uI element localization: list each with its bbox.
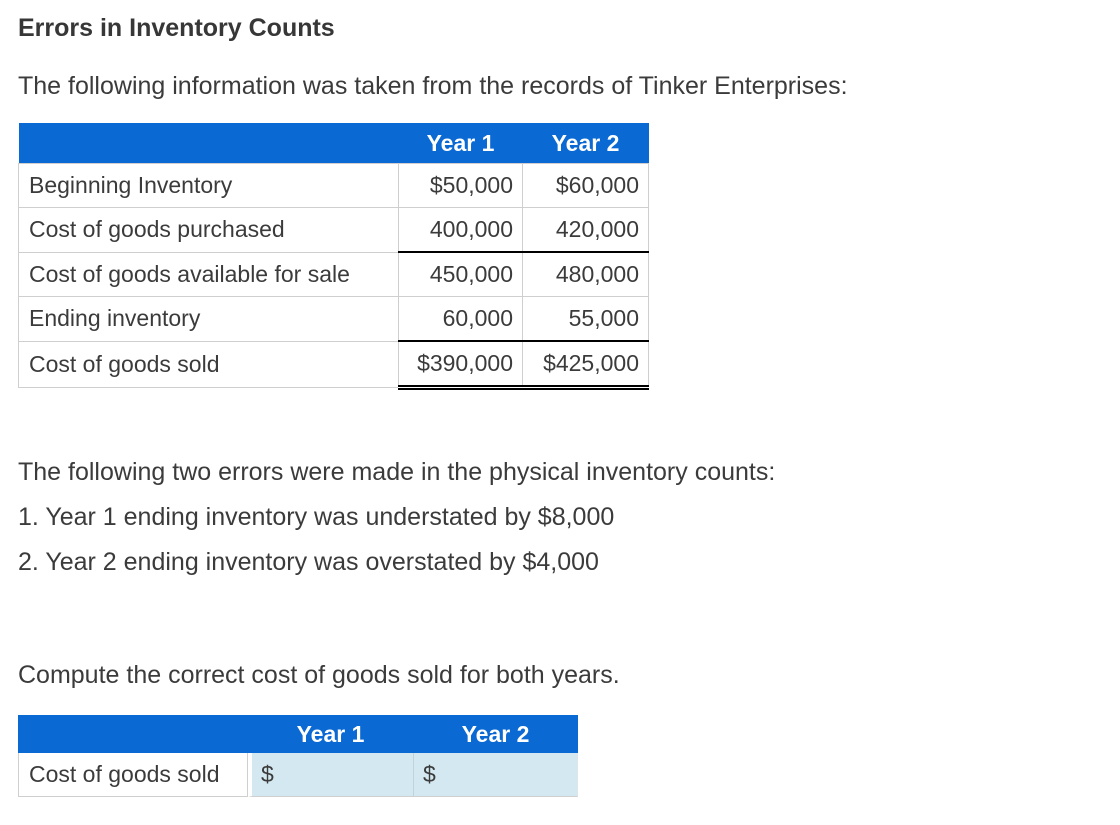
table-row: Cost of goods available for sale 450,000…: [18, 251, 649, 297]
year1-value: $390,000: [398, 340, 523, 390]
inventory-table: Year 1 Year 2 Beginning Inventory $50,00…: [18, 123, 649, 390]
answer-header-year1: Year 1: [248, 715, 413, 753]
answer-header-year2: Year 2: [413, 715, 578, 753]
answer-row-label: Cost of goods sold: [18, 753, 248, 797]
row-label: Cost of goods purchased: [18, 207, 399, 253]
year1-value: 400,000: [398, 207, 523, 253]
page-title: Errors in Inventory Counts: [18, 14, 335, 42]
problem-page: Errors in Inventory Counts The following…: [18, 14, 1100, 797]
error-item-2: 2. Year 2 ending inventory was overstate…: [18, 548, 599, 576]
table-row: Cost of goods sold $390,000 $425,000: [18, 340, 649, 390]
year1-value: $50,000: [398, 163, 523, 208]
row-label: Cost of goods available for sale: [18, 251, 399, 297]
answer-header-empty-cell: [18, 715, 248, 753]
answer-table-header-row: Year 1 Year 2: [18, 715, 578, 753]
year2-answer-cell[interactable]: $: [413, 753, 578, 797]
inventory-header-empty-cell: [18, 123, 399, 164]
year1-answer-cell[interactable]: $: [248, 753, 413, 797]
row-label: Cost of goods sold: [18, 340, 399, 388]
year2-value: 55,000: [522, 296, 649, 342]
answer-table: Year 1 Year 2 Cost of goods sold $ $: [18, 715, 578, 797]
row-label: Ending inventory: [18, 296, 399, 342]
table-row: Ending inventory 60,000 55,000: [18, 296, 649, 342]
year2-value: 420,000: [522, 207, 649, 253]
inventory-header-year2: Year 2: [522, 123, 649, 164]
table-row: Beginning Inventory $50,000 $60,000: [18, 163, 649, 208]
year2-value: 480,000: [522, 251, 649, 297]
year2-value: $60,000: [522, 163, 649, 208]
year1-value: 450,000: [398, 251, 523, 297]
errors-section: The following two errors were made in th…: [18, 450, 1100, 585]
errors-intro: The following two errors were made in th…: [18, 458, 776, 486]
currency-symbol: $: [261, 761, 274, 787]
inventory-header-year1: Year 1: [398, 123, 523, 164]
currency-symbol: $: [423, 761, 436, 787]
intro-text: The following information was taken from…: [18, 72, 848, 100]
year1-value: 60,000: [398, 296, 523, 342]
table-row: Cost of goods purchased 400,000 420,000: [18, 207, 649, 253]
compute-prompt: Compute the correct cost of goods sold f…: [18, 661, 620, 689]
inventory-table-header-row: Year 1 Year 2: [18, 123, 649, 164]
year2-value: $425,000: [522, 340, 649, 390]
error-item-1: 1. Year 1 ending inventory was understat…: [18, 503, 615, 531]
answer-row: Cost of goods sold $ $: [18, 753, 578, 797]
row-label: Beginning Inventory: [18, 163, 399, 208]
